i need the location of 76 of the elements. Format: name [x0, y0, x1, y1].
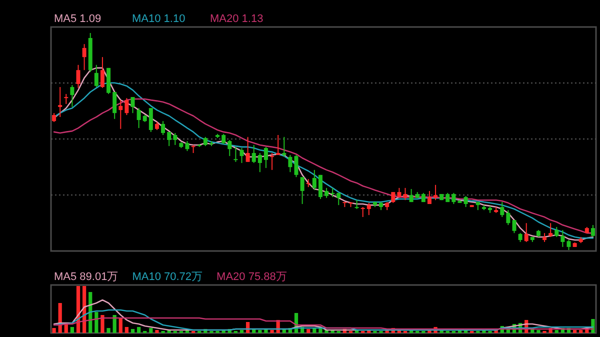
candlestick [167, 131, 172, 147]
text: MA5 89.01万 [54, 271, 118, 283]
text: MA10 70.72万 [132, 271, 203, 283]
candlestick [173, 132, 178, 146]
candlestick [324, 187, 329, 198]
candlestick [246, 136, 250, 162]
bar [70, 326, 74, 333]
candlestick [288, 154, 292, 173]
text: MA20 75.88万 [216, 271, 287, 283]
candlestick [203, 136, 208, 147]
candlestick [161, 120, 166, 136]
candlestick [366, 202, 371, 216]
candlestick [276, 134, 280, 156]
bar [579, 330, 583, 333]
candlestick [403, 187, 408, 201]
bar [124, 326, 129, 333]
bar [258, 330, 262, 333]
bar [572, 330, 577, 333]
candlestick [228, 139, 232, 157]
candlestick [524, 222, 528, 242]
candlestick [234, 146, 238, 162]
candlestick [330, 187, 335, 198]
candlestick [336, 192, 341, 206]
candlestick [124, 98, 129, 116]
bar [112, 315, 116, 333]
candlestick [118, 100, 123, 130]
candlestick [100, 56, 104, 88]
candlestick [300, 176, 304, 204]
bar [155, 330, 159, 333]
candlestick [427, 190, 432, 204]
bar [94, 312, 98, 333]
bar [106, 328, 110, 333]
candlestick [64, 93, 68, 104]
bar [100, 315, 104, 333]
candlestick [70, 84, 74, 108]
bar [136, 326, 141, 333]
candlestick [94, 64, 98, 88]
candlestick [560, 230, 565, 248]
candlestick [270, 152, 274, 170]
candlestick [434, 184, 438, 201]
candlestick [500, 202, 504, 218]
bar [240, 330, 244, 333]
bar [591, 318, 595, 333]
candlestick [136, 108, 141, 129]
bar [270, 330, 274, 333]
bar [118, 318, 122, 333]
candlestick [318, 174, 322, 200]
candlestick [554, 226, 559, 238]
candlestick [452, 192, 456, 204]
candlestick [112, 92, 117, 120]
candlestick [222, 133, 226, 145]
candlestick [409, 188, 414, 203]
bar [536, 330, 540, 333]
candlestick [282, 136, 286, 158]
bar [64, 324, 68, 333]
candlestick [360, 206, 365, 218]
candlestick [590, 224, 595, 238]
bar [130, 329, 135, 333]
candlestick [258, 152, 262, 173]
text: MA5 1.09 [54, 13, 102, 25]
candlestick [148, 108, 153, 132]
candlestick [548, 222, 553, 238]
candlestick [506, 210, 510, 226]
candlestick [312, 169, 316, 191]
candlestick [252, 144, 256, 164]
text: MA20 1.13 [210, 13, 264, 25]
candlestick [264, 146, 268, 168]
candlestick [82, 44, 86, 71]
candlestick [391, 192, 396, 204]
candlestick [58, 86, 62, 118]
bar [554, 330, 558, 333]
bar [149, 328, 153, 333]
candlestick [464, 195, 468, 208]
bar [306, 329, 310, 333]
text: MA10 1.10 [132, 13, 186, 25]
bar [52, 328, 56, 333]
